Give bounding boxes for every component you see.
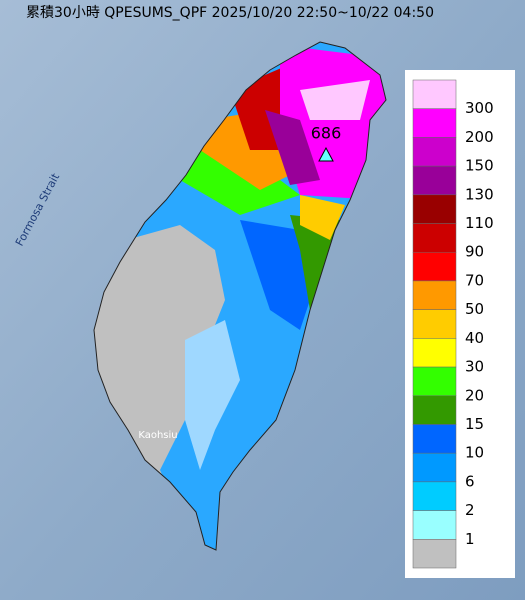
- legend-label: 30: [465, 358, 484, 376]
- city-label: Kaohsiu: [138, 430, 177, 441]
- legend-swatch: [412, 424, 457, 454]
- legend-swatch: [412, 309, 457, 339]
- legend-label: 15: [465, 415, 484, 433]
- legend-label: 40: [465, 329, 484, 347]
- legend-label: 110: [465, 214, 494, 232]
- legend-swatch: [412, 510, 457, 540]
- legend-label: 70: [465, 271, 484, 289]
- legend-swatch: [412, 338, 457, 368]
- legend-label: 300: [465, 99, 494, 117]
- legend-label: 130: [465, 185, 494, 203]
- legend-swatch: [412, 452, 457, 483]
- legend-label: 10: [465, 444, 484, 462]
- legend-swatch: [412, 539, 457, 569]
- legend-label: 20: [465, 386, 484, 404]
- legend-label: 6: [465, 472, 475, 490]
- legend-label: 1: [465, 530, 475, 548]
- legend-swatch: [412, 366, 457, 397]
- legend-swatch: [412, 165, 457, 196]
- legend-swatch: [412, 79, 457, 109]
- legend-swatch: [412, 481, 457, 511]
- max-label: 686: [311, 124, 342, 143]
- legend: 300 200 150 130 110 90 70 50 40 30 20 15 10 6 2 1: [405, 70, 515, 578]
- legend-label: 150: [465, 157, 494, 175]
- legend-swatch: [412, 137, 457, 167]
- title: 累積30小時 QPESUMS_QPF 2025/10/20 22:50~10/2…: [26, 5, 434, 21]
- legend-swatch: [412, 194, 457, 224]
- legend-swatch: [412, 280, 457, 310]
- legend-swatch: [412, 223, 457, 253]
- legend-label: 200: [465, 128, 494, 146]
- legend-swatch: [412, 108, 457, 138]
- legend-swatch: [412, 251, 457, 282]
- legend-label: 50: [465, 300, 484, 318]
- legend-label: 90: [465, 243, 484, 261]
- legend-label: 2: [465, 501, 475, 519]
- max-marker: [318, 146, 334, 162]
- legend-swatch: [412, 395, 457, 425]
